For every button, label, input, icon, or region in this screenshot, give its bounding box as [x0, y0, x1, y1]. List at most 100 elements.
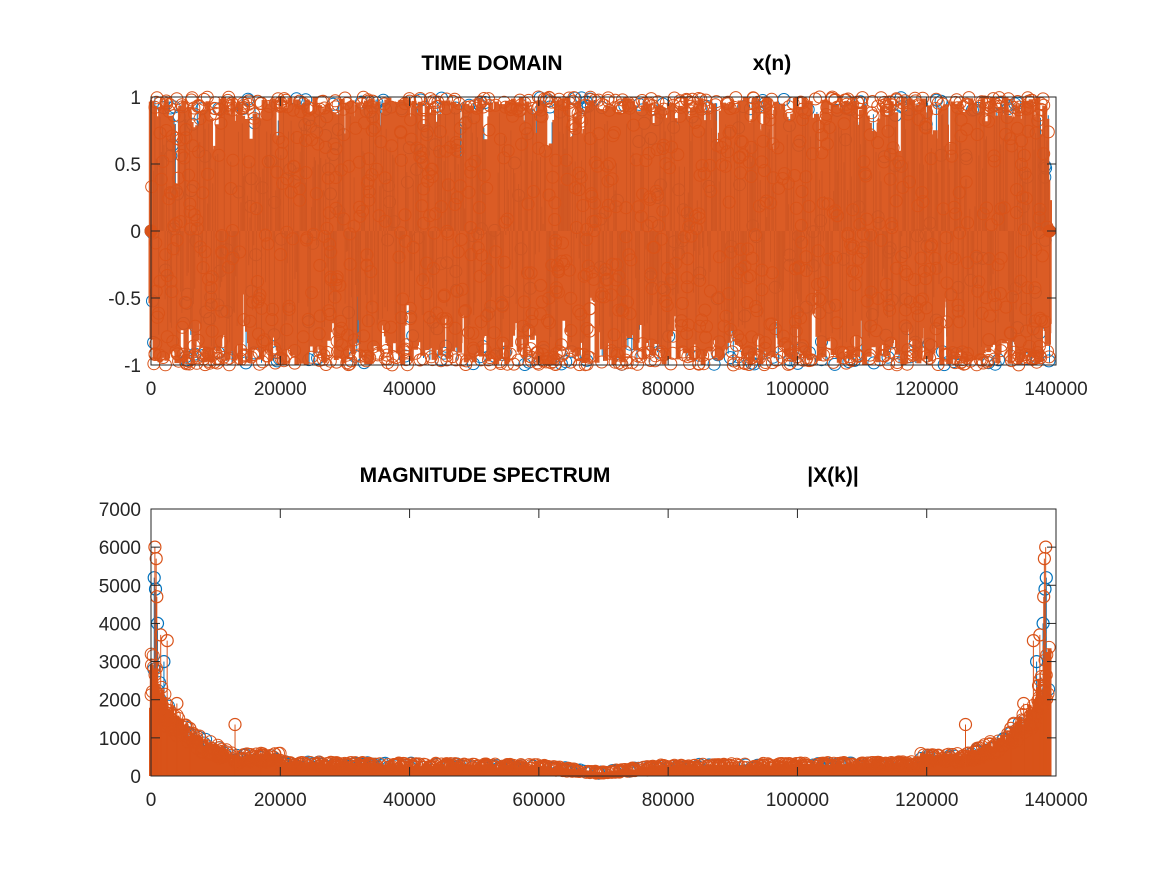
data-point — [360, 258, 374, 272]
data-point — [270, 165, 284, 179]
data-point — [717, 319, 731, 333]
magnitude-spectrum-plot: 0 20000 40000 60000 80000 100000 120000 140000 0… — [99, 464, 1088, 811]
data-point — [812, 120, 826, 134]
data-point — [740, 296, 754, 309]
data-point — [945, 149, 959, 163]
data-point — [697, 357, 711, 371]
data-point — [172, 711, 186, 725]
data-point — [813, 293, 827, 307]
data-point — [969, 249, 983, 263]
x-tick-label: 60000 — [512, 379, 565, 400]
data-point — [1032, 339, 1046, 353]
data-point — [149, 284, 163, 298]
data-point — [895, 759, 909, 773]
magnitude-spectrum-title: MAGNITUDE SPECTRUM — [360, 464, 611, 487]
data-point — [425, 162, 439, 176]
data-point — [196, 186, 210, 200]
data-point — [542, 291, 556, 305]
data-point — [763, 113, 777, 127]
data-point — [165, 129, 179, 143]
data-point — [703, 284, 717, 298]
data-point — [929, 102, 943, 115]
data-point — [733, 166, 747, 180]
data-point — [466, 326, 480, 340]
data-point — [175, 320, 189, 334]
data-point — [828, 94, 842, 107]
data-point — [427, 262, 440, 275]
data-point — [237, 313, 251, 327]
data-point — [501, 144, 515, 158]
data-point — [883, 147, 897, 161]
data-point — [874, 233, 888, 247]
peak-point — [170, 696, 184, 711]
data-point — [394, 311, 408, 325]
data-point — [649, 760, 663, 774]
data-point — [495, 762, 509, 776]
data-point — [584, 187, 598, 201]
data-point — [844, 238, 858, 251]
data-point — [755, 263, 769, 277]
data-point — [877, 760, 891, 774]
x-tick-label: 140000 — [1024, 790, 1087, 811]
data-point — [266, 302, 279, 316]
data-point — [551, 264, 565, 278]
data-point — [556, 764, 570, 778]
data-point — [751, 761, 765, 775]
data-point — [204, 281, 218, 294]
data-point — [419, 758, 433, 772]
data-point — [805, 292, 819, 306]
data-point — [772, 760, 786, 774]
data-point — [156, 155, 170, 168]
data-point — [582, 765, 596, 778]
data-point — [1021, 124, 1035, 138]
data-point — [915, 292, 929, 306]
data-point — [322, 206, 336, 220]
data-point — [498, 215, 512, 229]
x-tick-label: 0 — [146, 379, 157, 400]
data-point — [940, 276, 954, 290]
data-point — [471, 227, 485, 241]
data-point — [180, 720, 194, 734]
data-point — [738, 757, 752, 771]
data-point — [928, 252, 942, 265]
data-point — [394, 153, 408, 167]
data-point — [489, 245, 503, 259]
data-point — [1037, 147, 1051, 161]
data-point — [910, 301, 923, 315]
data-point — [588, 764, 602, 778]
data-point — [334, 314, 347, 328]
y-tick-label: -0.5 — [108, 289, 141, 310]
data-point — [634, 350, 648, 364]
data-point — [566, 94, 580, 108]
data-point — [249, 747, 263, 761]
data-point — [865, 106, 878, 120]
data-point — [877, 349, 891, 363]
data-point — [766, 171, 780, 185]
data-point — [154, 172, 168, 186]
data-point — [812, 291, 826, 305]
data-point — [557, 347, 570, 361]
peak-point — [254, 748, 268, 762]
data-point — [188, 732, 202, 746]
data-point — [187, 339, 201, 353]
data-point — [572, 111, 586, 125]
data-point — [816, 276, 830, 290]
data-point — [741, 242, 754, 256]
data-point — [310, 125, 324, 139]
data-point — [744, 140, 758, 154]
data-point — [249, 202, 263, 216]
data-point — [877, 95, 891, 109]
data-point — [160, 330, 174, 344]
data-point — [559, 254, 573, 268]
data-point — [394, 125, 408, 139]
data-point — [293, 193, 307, 207]
data-point — [580, 233, 594, 246]
data-point — [944, 288, 958, 302]
data-point — [173, 133, 187, 147]
data-point — [182, 354, 196, 368]
data-point — [939, 348, 953, 362]
data-point — [627, 118, 641, 132]
data-point — [304, 102, 318, 116]
data-point — [822, 252, 835, 266]
y-tick-label: 6000 — [99, 538, 141, 559]
